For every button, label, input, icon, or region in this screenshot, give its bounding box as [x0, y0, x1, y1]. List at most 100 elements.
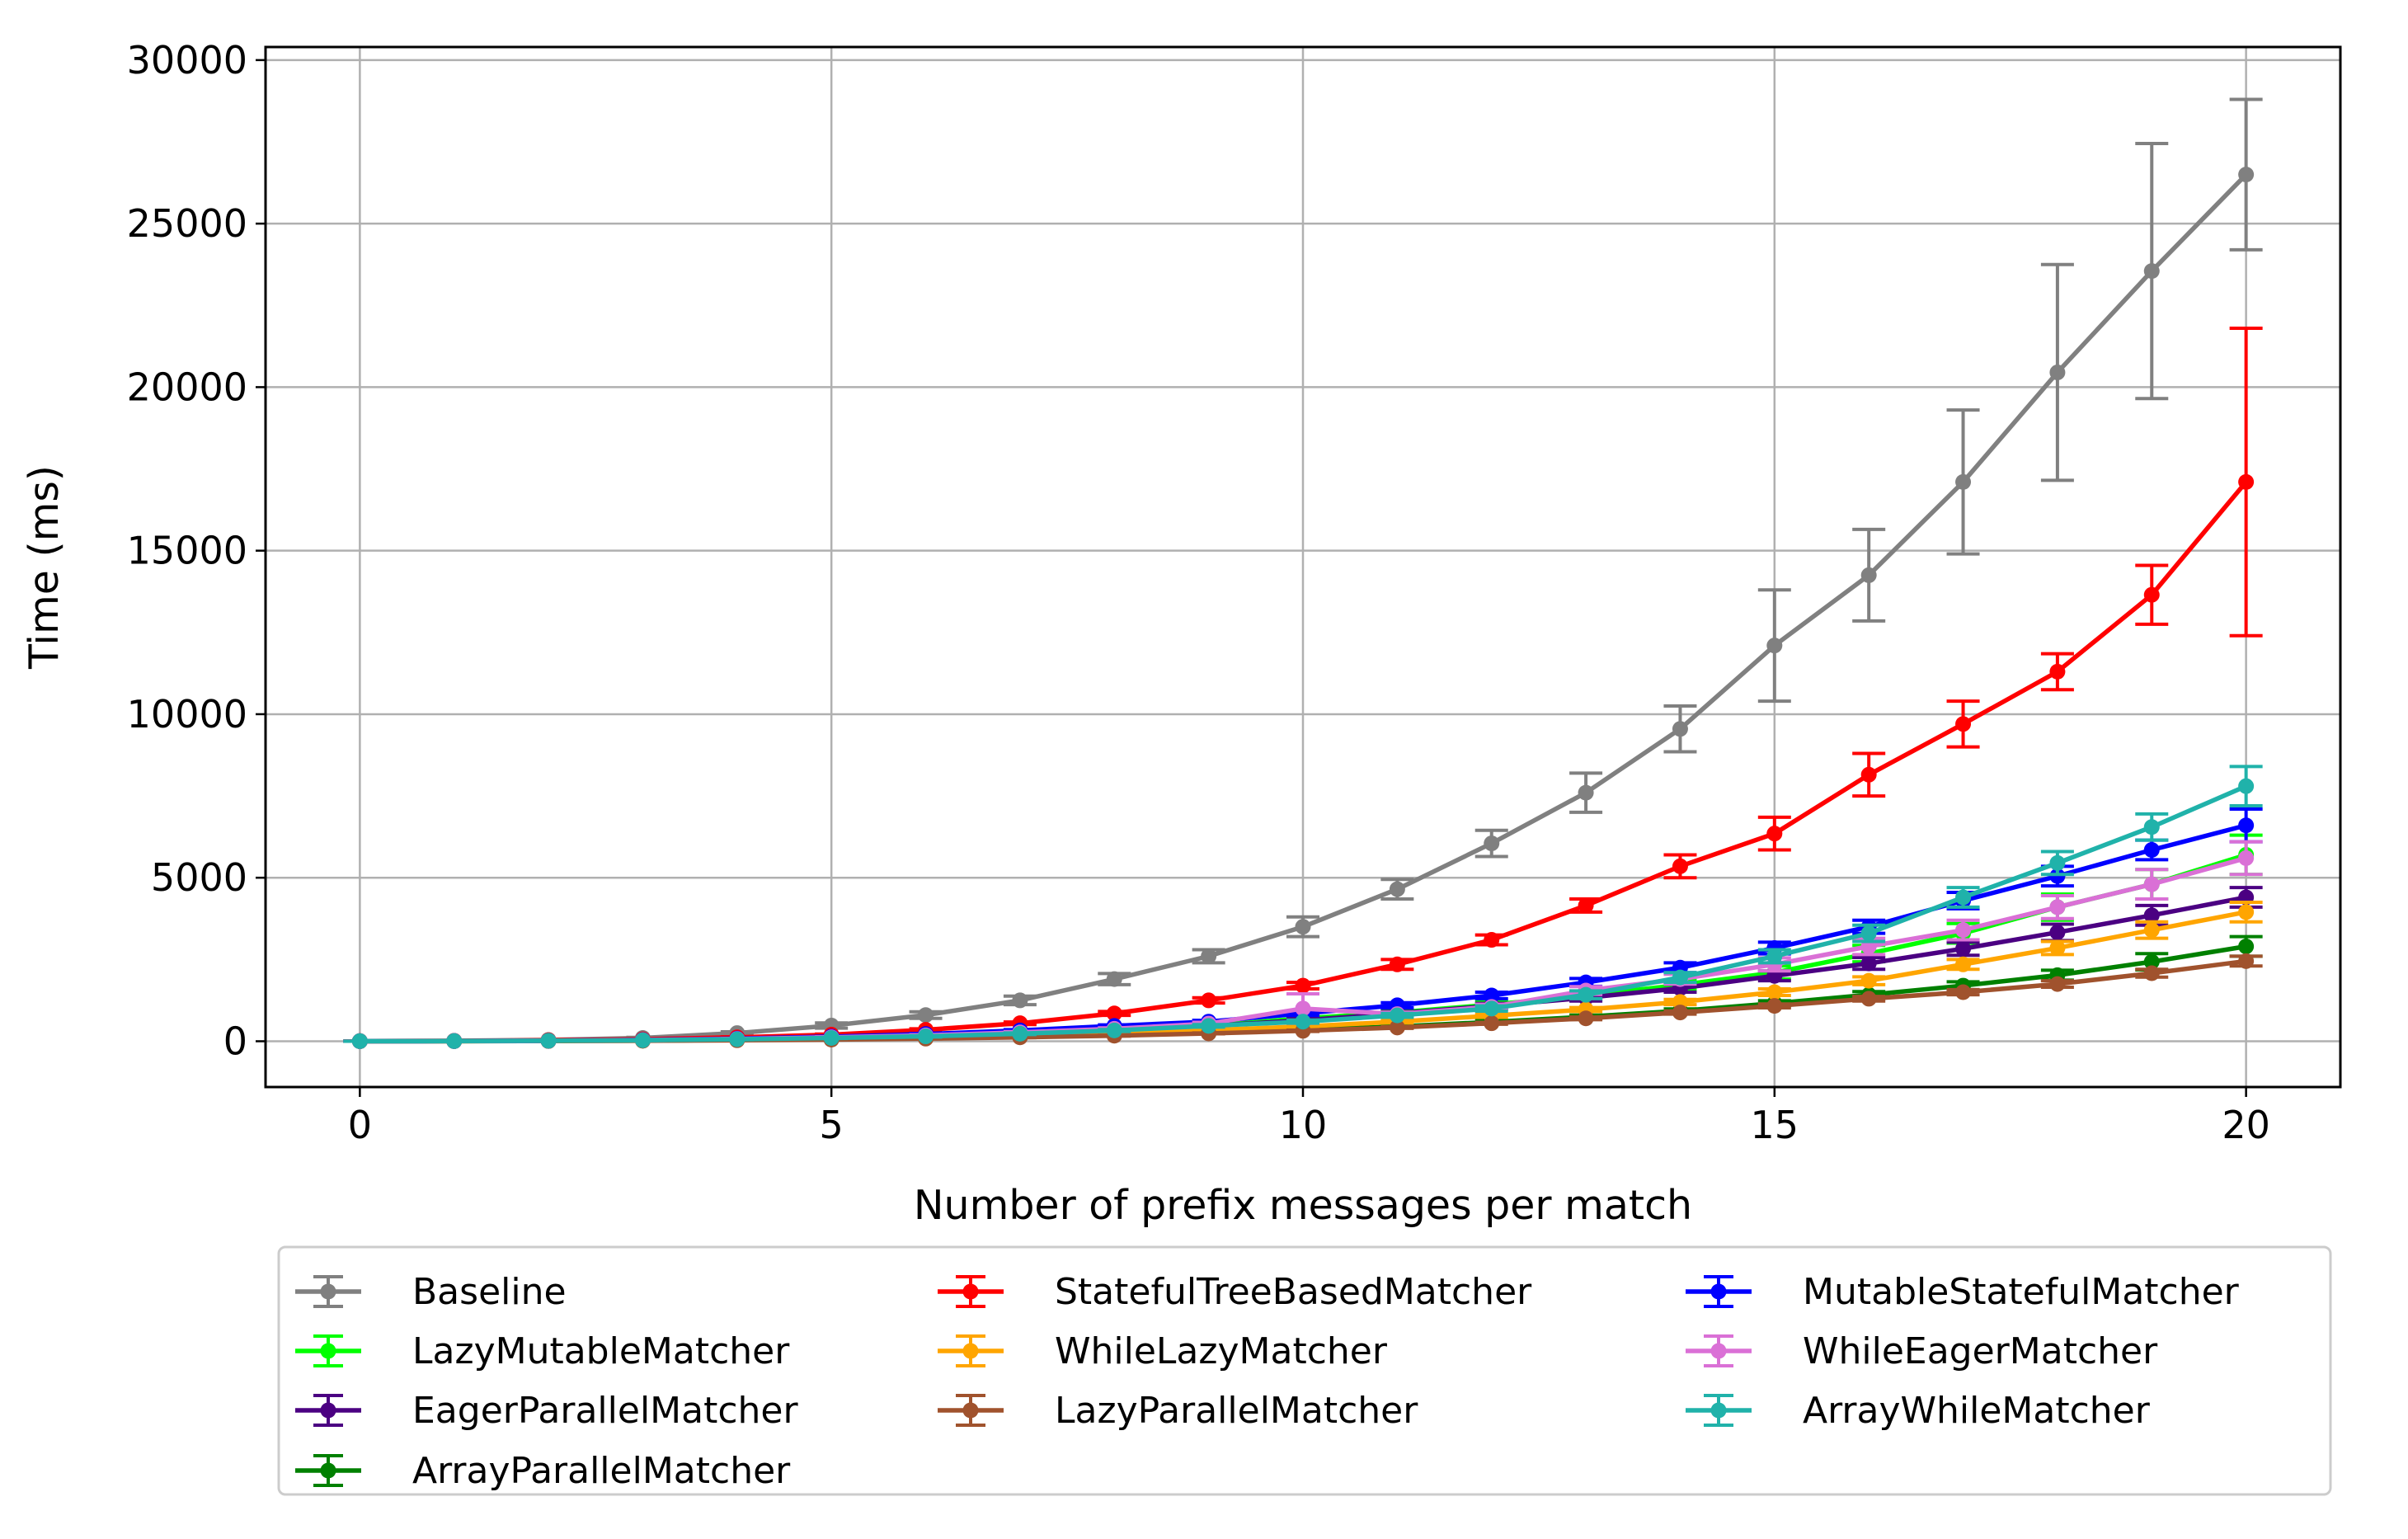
- legend-marker: [962, 1283, 979, 1300]
- legend-item-array-while-matcher: ArrayWhileMatcher: [1686, 1390, 2151, 1432]
- legend-label: Baseline: [412, 1271, 567, 1313]
- legend-marker: [1710, 1402, 1727, 1419]
- data-point: [1860, 972, 1877, 989]
- legend-label: LazyParallelMatcher: [1055, 1390, 1418, 1432]
- axis-ticks: 0 5 10 15 20 0 5000 10000 15000 20000 25000 30000: [127, 38, 2270, 1147]
- data-point: [2143, 586, 2160, 603]
- grid: [266, 47, 2340, 1087]
- data-point: [2049, 854, 2066, 871]
- legend-marker: [320, 1283, 336, 1300]
- legend-label: EagerParallelMatcher: [412, 1390, 798, 1432]
- legend-label: WhileEagerMatcher: [1803, 1330, 2158, 1372]
- data-point: [729, 1031, 745, 1047]
- data-point: [2143, 842, 2160, 859]
- data-point: [1484, 1000, 1500, 1017]
- data-point: [2143, 953, 2160, 970]
- legend: Baseline StatefulTreeBasedMatcher MutableS…: [277, 1245, 2332, 1496]
- legend-item-eager-parallel-matcher: EagerParallelMatcher: [295, 1390, 798, 1432]
- y-tick-label: 0: [223, 1019, 247, 1063]
- y-tick-label: 15000: [127, 529, 247, 573]
- data-point: [1860, 567, 1877, 583]
- data-point: [2238, 904, 2255, 920]
- data-point: [2238, 938, 2255, 954]
- x-tick-label: 0: [348, 1103, 372, 1147]
- data-point: [1295, 1000, 1311, 1017]
- legend-label: MutableStatefulMatcher: [1803, 1271, 2240, 1313]
- legend-marker: [1710, 1283, 1727, 1300]
- legend-item-baseline: Baseline: [295, 1271, 567, 1313]
- legend-marker: [320, 1402, 336, 1419]
- data-point: [1484, 835, 1500, 852]
- data-point: [1012, 1025, 1028, 1042]
- data-point: [1484, 932, 1500, 948]
- data-point: [446, 1033, 463, 1049]
- data-point: [1106, 1005, 1122, 1022]
- data-point: [2049, 939, 2066, 956]
- data-point: [1672, 1005, 1688, 1021]
- data-point: [2049, 663, 2066, 680]
- x-tick-label: 15: [1751, 1103, 1799, 1147]
- data-point: [1672, 721, 1688, 737]
- data-point: [2143, 907, 2160, 924]
- data-point: [2143, 876, 2160, 892]
- legend-item-array-parallel-matcher: ArrayParallelMatcher: [295, 1450, 791, 1492]
- data-point: [918, 1028, 934, 1045]
- data-point: [1389, 956, 1405, 972]
- data-point: [1672, 858, 1688, 874]
- data-point: [1766, 638, 1783, 654]
- data-point: [1955, 922, 1972, 939]
- data-point: [1955, 473, 1972, 490]
- data-point: [351, 1033, 368, 1049]
- y-tick-label: 30000: [127, 38, 247, 82]
- data-point: [1860, 991, 1877, 1007]
- data-point: [1578, 986, 1594, 1003]
- data-point: [1389, 1019, 1405, 1036]
- x-tick-label: 5: [820, 1103, 844, 1147]
- data-point: [1766, 998, 1783, 1014]
- data-point: [1578, 1010, 1594, 1027]
- legend-marker: [962, 1343, 979, 1359]
- data-point: [1389, 1007, 1405, 1024]
- data-point: [1860, 925, 1877, 942]
- legend-item-mutable-stateful-matcher: MutableStatefulMatcher: [1686, 1271, 2240, 1313]
- data-point: [2238, 953, 2255, 969]
- data-point: [1578, 897, 1594, 914]
- data-point: [2143, 965, 2160, 981]
- data-point: [2049, 899, 2066, 915]
- legend-marker: [320, 1462, 336, 1479]
- data-point: [1766, 826, 1783, 842]
- data-point: [1860, 955, 1877, 972]
- series-layer: [343, 97, 2263, 1049]
- data-point: [1578, 784, 1594, 801]
- data-point: [1955, 956, 1972, 972]
- legend-item-stateful-tree-based-matcher: StatefulTreeBasedMatcher: [938, 1271, 1532, 1313]
- data-point: [1672, 969, 1688, 986]
- data-point: [1484, 1015, 1500, 1032]
- data-point: [1955, 940, 1972, 957]
- data-point: [1201, 1018, 1217, 1034]
- legend-label: StatefulTreeBasedMatcher: [1055, 1271, 1532, 1313]
- data-point: [2238, 473, 2255, 490]
- data-point: [1955, 984, 1972, 1000]
- y-tick-label: 5000: [151, 855, 247, 900]
- x-axis-label: Number of prefix messages per match: [914, 1182, 1692, 1229]
- data-point: [2049, 365, 2066, 381]
- data-point: [2143, 922, 2160, 939]
- data-point: [1484, 987, 1500, 1004]
- data-point: [2238, 817, 2255, 834]
- data-point: [1201, 948, 1217, 964]
- data-point: [2049, 976, 2066, 992]
- data-point: [1955, 889, 1972, 906]
- legend-label: LazyMutableMatcher: [412, 1330, 790, 1372]
- data-point: [918, 1007, 934, 1024]
- data-point: [1295, 977, 1311, 994]
- legend-item-lazy-mutable-matcher: LazyMutableMatcher: [295, 1330, 790, 1372]
- data-point: [2049, 924, 2066, 940]
- data-point: [1860, 766, 1877, 783]
- data-point: [1389, 881, 1405, 897]
- legend-item-while-lazy-matcher: WhileLazyMatcher: [938, 1330, 1388, 1372]
- legend-label: ArrayParallelMatcher: [412, 1450, 791, 1492]
- legend-marker: [1710, 1343, 1727, 1359]
- data-point: [1295, 919, 1311, 935]
